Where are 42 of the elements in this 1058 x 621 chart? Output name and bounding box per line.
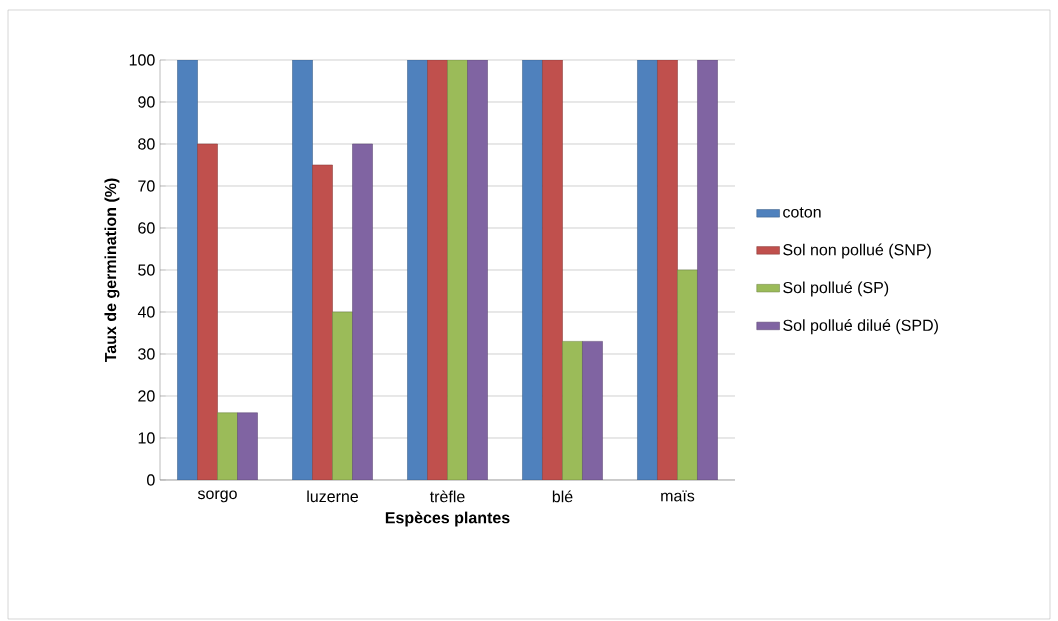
bar: [657, 59, 678, 480]
x-tick-label: maïs: [661, 490, 695, 502]
bar: [542, 59, 563, 480]
legend-label: Sol pollué dilué (SPD): [783, 319, 938, 335]
y-tick-label: 30: [138, 348, 155, 360]
x-tick-label: luzerne: [307, 490, 359, 503]
y-axis-title: Taux de germination (%): [104, 178, 120, 363]
bar: [447, 59, 468, 480]
legend-label: Sol pollué (SP): [783, 281, 889, 297]
bar: [332, 311, 353, 480]
bar: [407, 59, 428, 480]
bar: [237, 412, 258, 480]
bar: [352, 143, 373, 480]
x-tick-label: blé: [552, 490, 573, 503]
y-tick-label: 0: [147, 474, 155, 486]
bar: [292, 59, 313, 480]
bar: [197, 143, 218, 480]
bar: [217, 412, 238, 480]
legend-label: Sol non pollué (SNP): [783, 243, 931, 259]
bar: [562, 341, 583, 480]
y-tick-label: 90: [138, 96, 155, 108]
y-tick-label: 10: [138, 432, 155, 444]
legend-label: coton: [783, 207, 821, 218]
y-tick-label: 60: [138, 222, 155, 234]
y-tick-label: 70: [138, 180, 155, 192]
y-tick-label: 100: [129, 54, 155, 66]
bar: [522, 59, 543, 480]
bar: [582, 341, 603, 480]
y-tick-label: 50: [138, 264, 155, 276]
x-tick-label: sorgo: [197, 490, 237, 503]
bar: [427, 59, 448, 480]
x-axis-title: Espèces plantes: [385, 511, 510, 527]
x-tick-label: trèfle: [429, 490, 465, 503]
y-tick-label: 80: [138, 138, 155, 150]
y-tick-label: 40: [137, 306, 155, 318]
y-tick-label: 20: [138, 390, 155, 402]
bar: [677, 269, 698, 480]
bar: [697, 59, 718, 480]
bar: [637, 59, 658, 480]
bar: [312, 164, 333, 480]
bar: [177, 59, 198, 480]
bar: [467, 59, 488, 480]
